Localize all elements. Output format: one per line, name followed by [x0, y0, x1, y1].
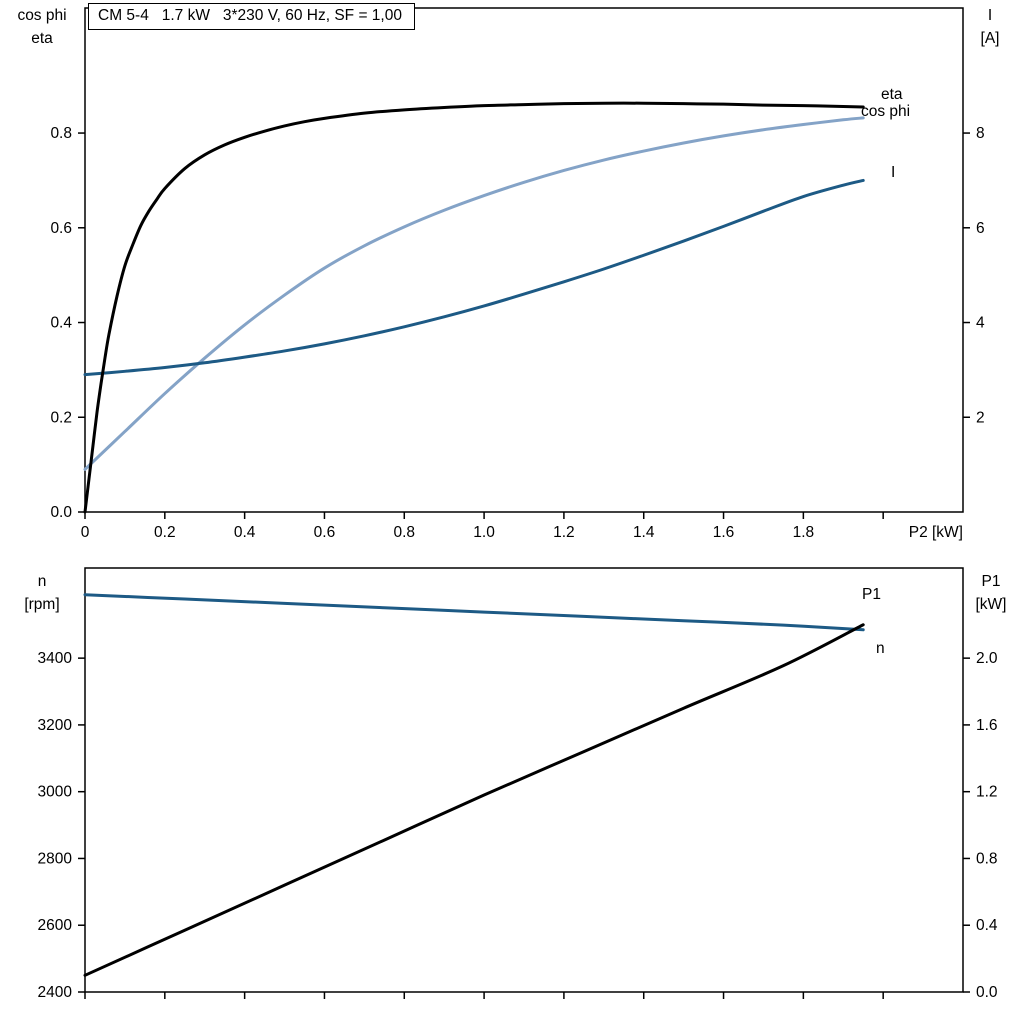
motor-speed-power-frame [84, 567, 964, 993]
left-tick-label: 2600 [38, 917, 73, 934]
left-tick-label: 3200 [38, 717, 73, 734]
axis-title-p1-unit: [kW] [975, 596, 1007, 613]
x-tick-label: 1.4 [633, 524, 655, 541]
cos-phi-curve [83, 116, 865, 471]
x-tick-label: 0.6 [314, 524, 336, 541]
x-tick-label: 1.2 [553, 524, 575, 541]
right-tick-label: 4 [976, 315, 985, 332]
left-tick-label: 3400 [38, 650, 73, 667]
left-tick-label: 0.6 [50, 220, 72, 237]
right-tick-label: 0.0 [976, 984, 998, 1001]
cos-phi-curve-label: cos phi [861, 103, 910, 120]
left-tick-label: 0.0 [50, 504, 72, 521]
right-tick-label: 1.2 [976, 784, 998, 801]
axis-title-current-unit: [A] [980, 30, 1000, 47]
left-tick-label: 2800 [38, 850, 73, 867]
right-tick-label: 8 [976, 125, 985, 142]
n-curve [83, 593, 865, 632]
n-curve-label: n [876, 640, 885, 657]
left-tick-label: 0.2 [50, 409, 72, 426]
x-axis-label: P2 [kW] [909, 524, 963, 541]
eta-curve [83, 101, 865, 514]
x-tick-label: 1.8 [793, 524, 815, 541]
top-right-axis-title: I [A] [964, 4, 1016, 50]
eta-curve-label: eta [881, 86, 903, 103]
top-left-axis-title: cos phi eta [2, 4, 82, 50]
axis-title-current: I [987, 7, 993, 24]
x-tick-label: 0.8 [393, 524, 415, 541]
right-tick-label: 2.0 [976, 650, 998, 667]
bottom-left-axis-title: n [rpm] [2, 570, 82, 616]
right-tick-label: 0.8 [976, 850, 998, 867]
axis-title-cos-phi: cos phi [17, 7, 67, 24]
x-tick-label: 0.4 [234, 524, 256, 541]
P1-curve-label: P1 [862, 586, 881, 603]
left-tick-label: 0.8 [50, 125, 72, 142]
chart-title-box: CM 5-4 1.7 kW 3*230 V, 60 Hz, SF = 1,00 [88, 3, 415, 30]
P1-curve [83, 623, 865, 977]
axis-title-p1: P1 [981, 573, 1001, 590]
x-tick-label: 1.6 [713, 524, 735, 541]
I-curve [83, 178, 865, 377]
left-tick-label: 2400 [38, 984, 73, 1001]
x-tick-label: 0 [81, 524, 90, 541]
bottom-right-axis-title: P1 [kW] [962, 570, 1020, 616]
motor-electrical-frame [84, 7, 964, 513]
left-tick-label: 0.4 [50, 315, 72, 332]
right-tick-label: 0.4 [976, 917, 998, 934]
x-tick-label: 1.0 [473, 524, 495, 541]
I-curve-label: I [891, 164, 895, 181]
left-tick-label: 3000 [38, 784, 73, 801]
axis-title-speed-unit: [rpm] [24, 596, 60, 613]
right-tick-label: 1.6 [976, 717, 998, 734]
x-tick-label: 0.2 [154, 524, 176, 541]
axis-title-speed: n [37, 573, 47, 590]
axis-title-eta: eta [31, 30, 53, 47]
right-tick-label: 2 [976, 409, 985, 426]
right-tick-label: 6 [976, 220, 985, 237]
